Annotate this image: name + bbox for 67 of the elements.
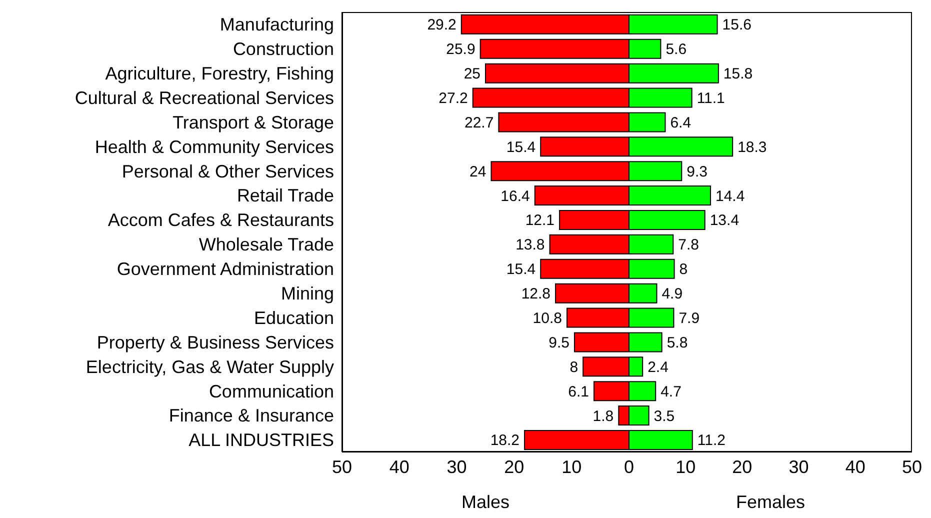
data-label: 10.8 xyxy=(532,310,562,328)
data-label: 1.8 xyxy=(592,408,614,425)
data-label: 15.6 xyxy=(722,16,752,34)
data-label: 4.7 xyxy=(660,383,682,400)
data-label: 15.4 xyxy=(506,138,536,156)
x-tick-label: 20 xyxy=(504,456,524,477)
data-label: 12.1 xyxy=(525,212,555,230)
y-tick-label: Finance & Insurance xyxy=(168,406,334,426)
data-label: 5.6 xyxy=(666,41,687,58)
y-tick-label: ALL INDUSTRIES xyxy=(188,430,334,450)
data-label: 16.4 xyxy=(500,188,530,205)
data-label: 22.7 xyxy=(464,114,494,132)
data-label: 14.4 xyxy=(716,188,745,205)
data-label: 25 xyxy=(464,66,480,83)
data-label: 12.8 xyxy=(521,286,551,303)
x-tick-label: 40 xyxy=(845,456,866,477)
x-axis-title: Males xyxy=(461,492,510,512)
data-label: 15.4 xyxy=(506,261,536,278)
x-tick-label: 0 xyxy=(624,456,634,477)
y-tick-label: Health & Community Services xyxy=(94,136,334,157)
data-label: 2.4 xyxy=(648,358,668,376)
x-tick-label: 50 xyxy=(332,456,352,477)
data-label: 7.9 xyxy=(678,310,700,328)
y-tick-label: Transport & Storage xyxy=(172,112,334,132)
y-tick-label: Manufacturing xyxy=(220,14,334,35)
x-tick-label: 30 xyxy=(446,456,467,477)
data-label: 13.4 xyxy=(710,212,740,230)
x-tick-label: 30 xyxy=(788,456,809,477)
data-label: 7.8 xyxy=(678,236,700,254)
x-tick-label: 10 xyxy=(562,456,582,477)
y-tick-label: Cultural & Recreational Services xyxy=(74,88,334,108)
y-tick-label: Government Administration xyxy=(116,259,334,280)
y-tick-label: Mining xyxy=(280,284,334,304)
data-label: 8 xyxy=(570,358,578,376)
data-label: 18.2 xyxy=(490,432,520,450)
data-label: 6.1 xyxy=(568,383,589,400)
data-label: 8 xyxy=(679,261,688,278)
data-label: 5.8 xyxy=(666,334,688,352)
data-label: 15.8 xyxy=(723,66,753,83)
data-label: 3.5 xyxy=(654,408,675,425)
data-label: 24 xyxy=(470,163,486,180)
data-label: 9.5 xyxy=(548,334,570,352)
data-label: 27.2 xyxy=(438,90,468,108)
y-tick-label: Retail Trade xyxy=(236,186,334,206)
y-tick-label: Agriculture, Forestry, Fishing xyxy=(105,64,334,84)
data-label: 4.9 xyxy=(662,286,683,303)
data-label: 18.3 xyxy=(738,138,767,156)
x-tick-label: 50 xyxy=(902,456,922,477)
x-axis-title: Females xyxy=(736,492,806,512)
y-tick-label: Education xyxy=(254,308,334,328)
data-label: 13.8 xyxy=(516,236,545,254)
data-label: 11.1 xyxy=(696,90,725,108)
data-label: 6.4 xyxy=(670,114,692,132)
y-tick-label: Accom Cafes & Restaurants xyxy=(108,210,334,230)
data-label: 9.3 xyxy=(686,163,708,180)
data-label: 29.2 xyxy=(427,16,456,34)
x-tick-label: 40 xyxy=(389,456,410,477)
x-tick-label: 20 xyxy=(732,456,752,477)
x-tick-label: 10 xyxy=(676,456,696,477)
y-tick-label: Electricity, Gas & Water Supply xyxy=(86,356,334,377)
y-tick-label: Property & Business Services xyxy=(96,332,334,352)
y-tick-label: Wholesale Trade xyxy=(198,234,334,255)
y-tick-label: Personal & Other Services xyxy=(122,161,334,182)
y-tick-label: Construction xyxy=(232,39,334,60)
data-label: 25.9 xyxy=(446,41,476,58)
y-tick-label: Communication xyxy=(208,381,334,402)
data-label: 11.2 xyxy=(697,432,726,450)
